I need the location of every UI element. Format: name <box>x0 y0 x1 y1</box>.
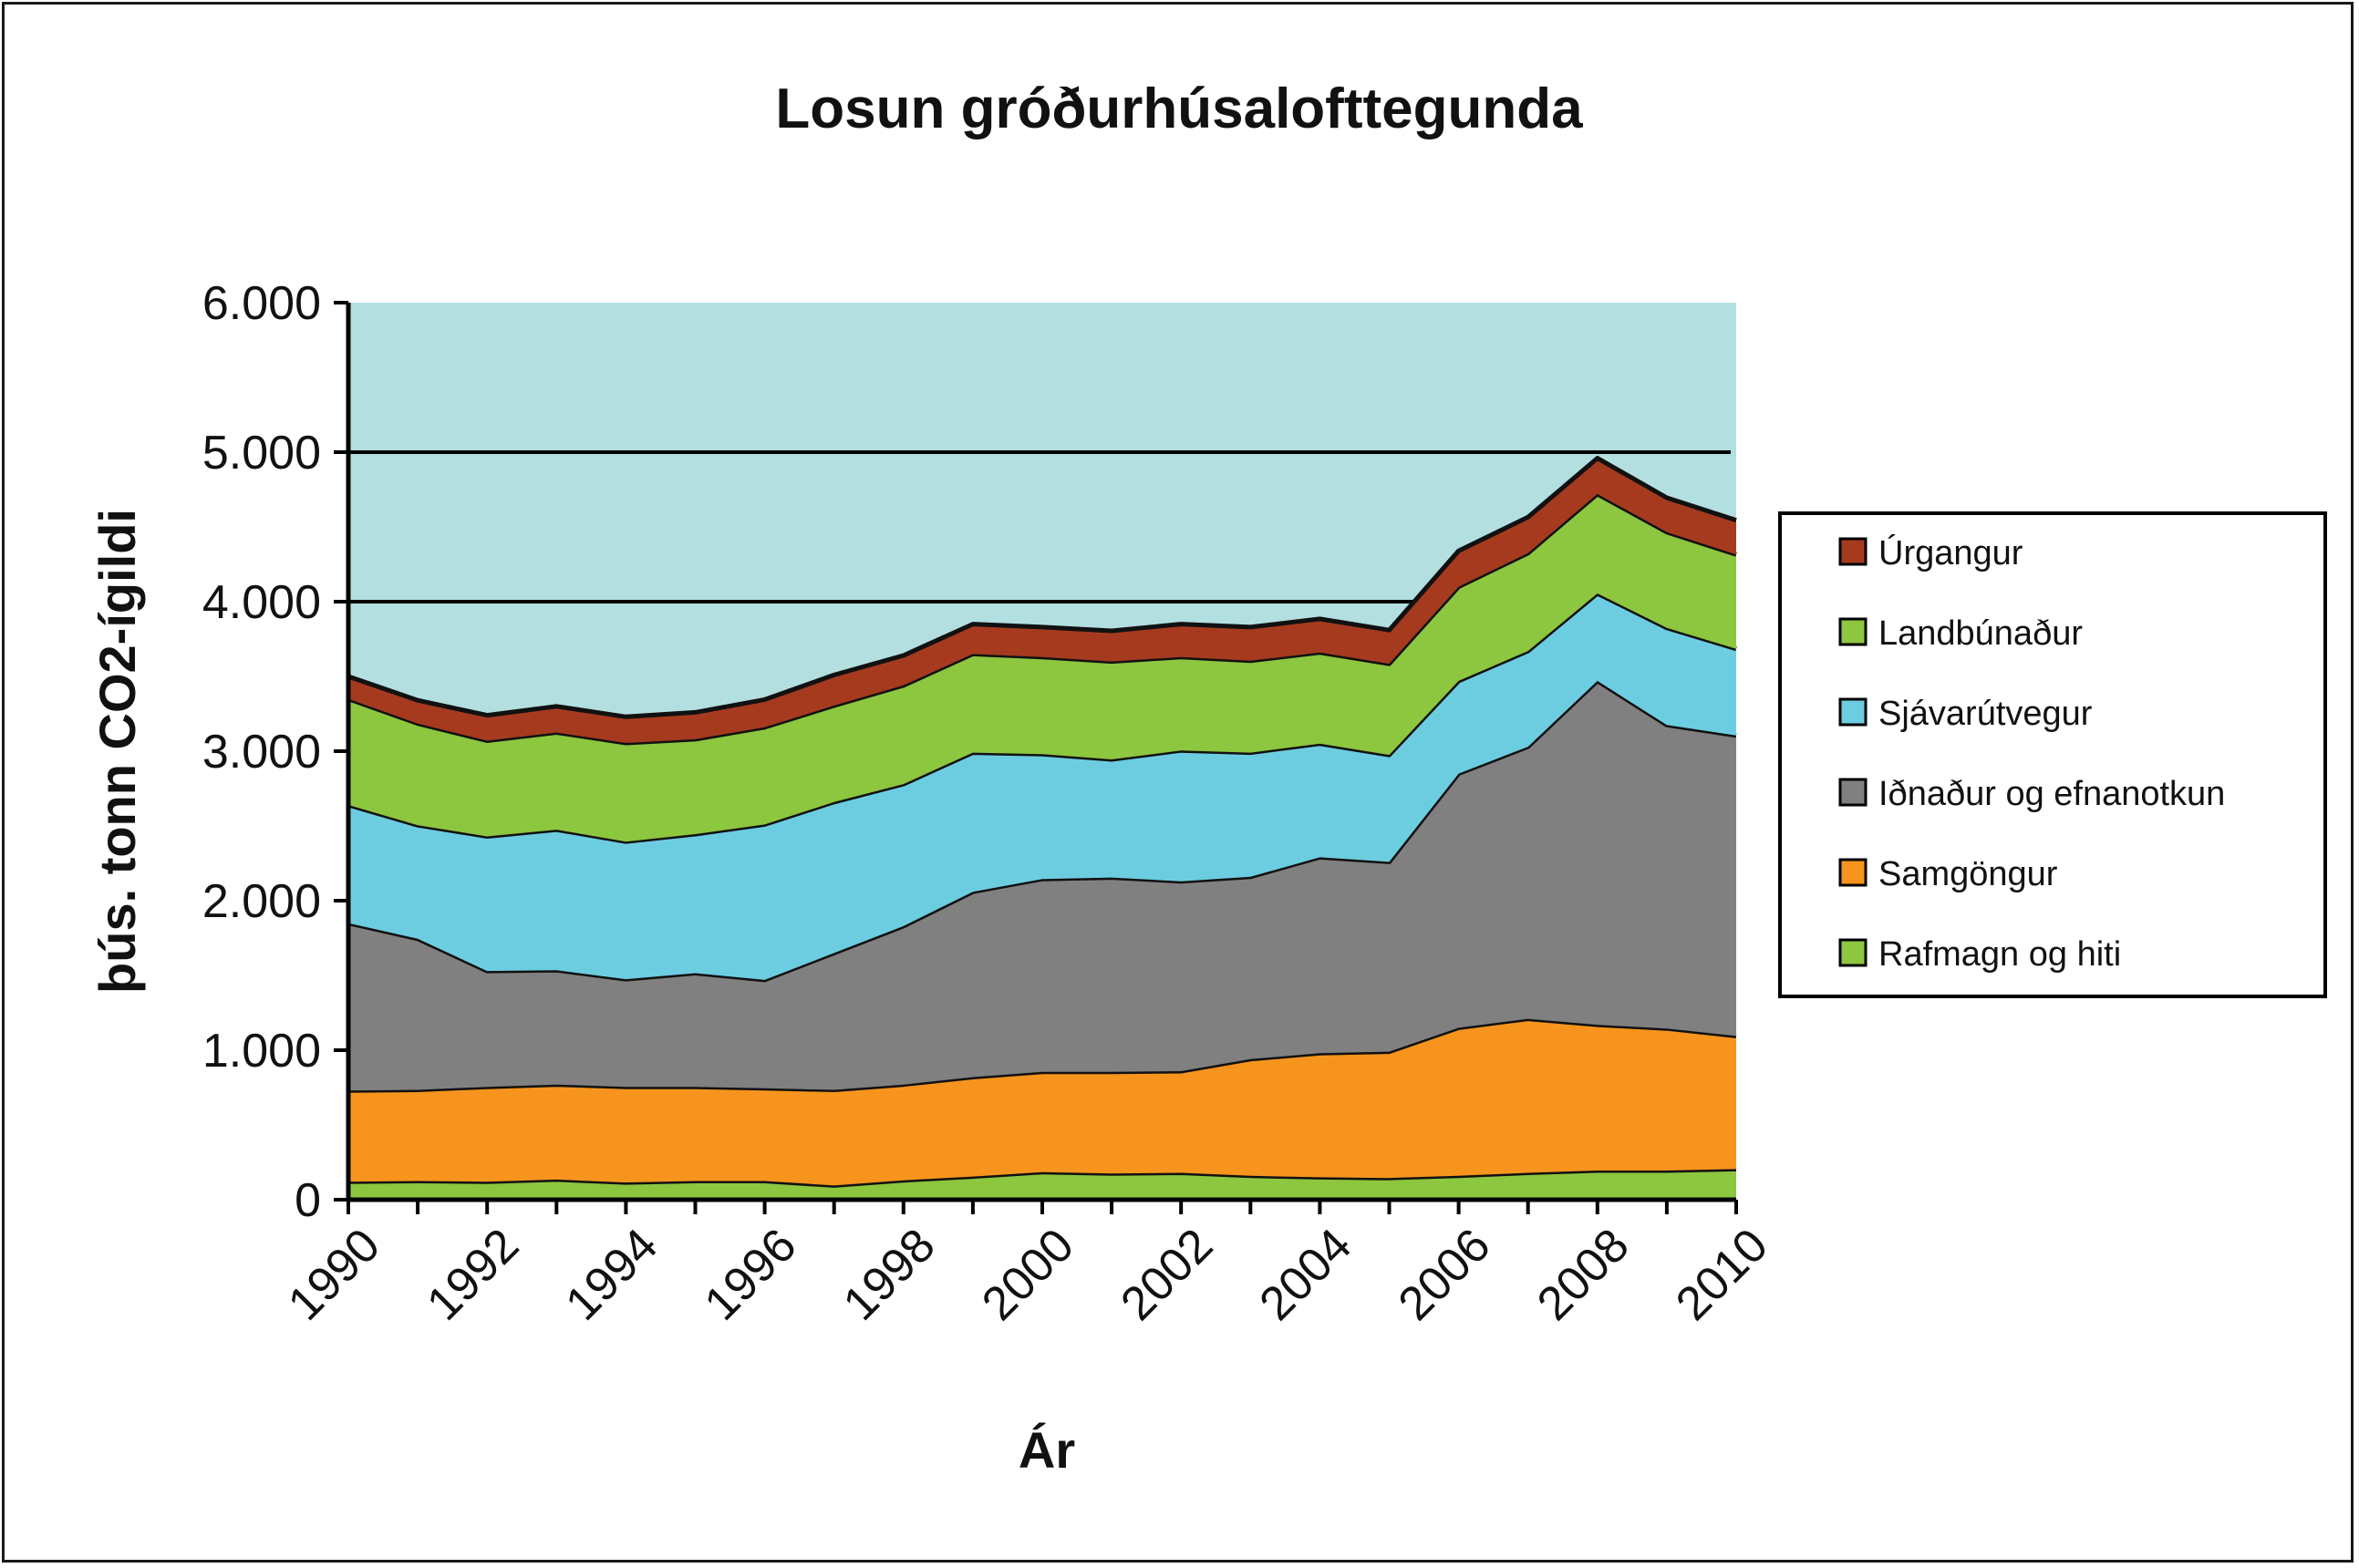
x-tick-label: 1994 <box>556 1219 668 1331</box>
axes <box>334 301 1738 1214</box>
area-series <box>347 456 1737 1200</box>
x-tick-label: 2000 <box>972 1219 1084 1331</box>
area-3 <box>348 593 1736 980</box>
y-axis-title: þús. tonn CO2-ígildi <box>88 509 146 994</box>
y-tick-label: 2.000 <box>202 875 321 928</box>
area-4 <box>348 493 1736 842</box>
legend-swatch <box>1838 778 1868 807</box>
x-axis-title: Ár <box>1019 1421 1075 1479</box>
y-tick-label: 1.000 <box>202 1025 321 1078</box>
y-tick-label: 6.000 <box>202 277 321 330</box>
area-2 <box>348 680 1736 1091</box>
legend-swatch <box>1838 697 1868 727</box>
x-tick-labels: 1990 1992 1994 1996 1998 2000 2002 2004 2006 2008… <box>278 1219 1778 1331</box>
x-tick-label: 2006 <box>1389 1219 1501 1331</box>
x-tick-label: 1996 <box>695 1219 807 1331</box>
legend-swatch <box>1838 938 1868 967</box>
legend-swatch <box>1838 858 1868 887</box>
legend-label: Iðnaður og efnanotkun <box>1878 775 2225 813</box>
x-tick-label: 1990 <box>278 1219 390 1331</box>
y-tick-label: 0 <box>295 1174 321 1227</box>
x-tick-label: 1992 <box>417 1219 529 1331</box>
legend-label: Úrgangur <box>1878 533 2023 573</box>
area-1 <box>348 1018 1736 1186</box>
legend-label: Rafmagn og hiti <box>1878 935 2121 974</box>
legend-box <box>1778 511 2327 998</box>
legend-swatch <box>1838 537 1868 566</box>
x-tick-label: 2002 <box>1111 1219 1223 1331</box>
x-tick-label: 2008 <box>1527 1219 1640 1331</box>
legend-swatch <box>1838 617 1868 646</box>
y-tick-label: 3.000 <box>202 726 321 779</box>
chart-title: Losun gróðurhúsalofttegunda <box>775 77 1583 140</box>
legend-label: Landbúnaður <box>1878 614 2083 653</box>
area-0 <box>348 1169 1736 1200</box>
legend: Úrgangur Landbúnaður Sjávarútvegur Iðnaður … <box>1778 511 2327 998</box>
legend-label: Samgöngur <box>1878 855 2058 893</box>
y-tick-label: 4.000 <box>202 576 321 629</box>
y-tick-label: 5.000 <box>202 427 321 480</box>
y-tick-labels: 0 1.000 2.000 3.000 4.000 5.000 6.000 <box>202 277 321 1227</box>
x-tick-label: 2010 <box>1666 1219 1778 1331</box>
x-tick-label: 2004 <box>1250 1219 1362 1331</box>
area-outline-5 <box>347 456 1737 719</box>
x-tick-label: 1998 <box>833 1219 946 1331</box>
legend-label: Sjávarútvegur <box>1878 695 2093 733</box>
area-5 <box>348 458 1736 743</box>
